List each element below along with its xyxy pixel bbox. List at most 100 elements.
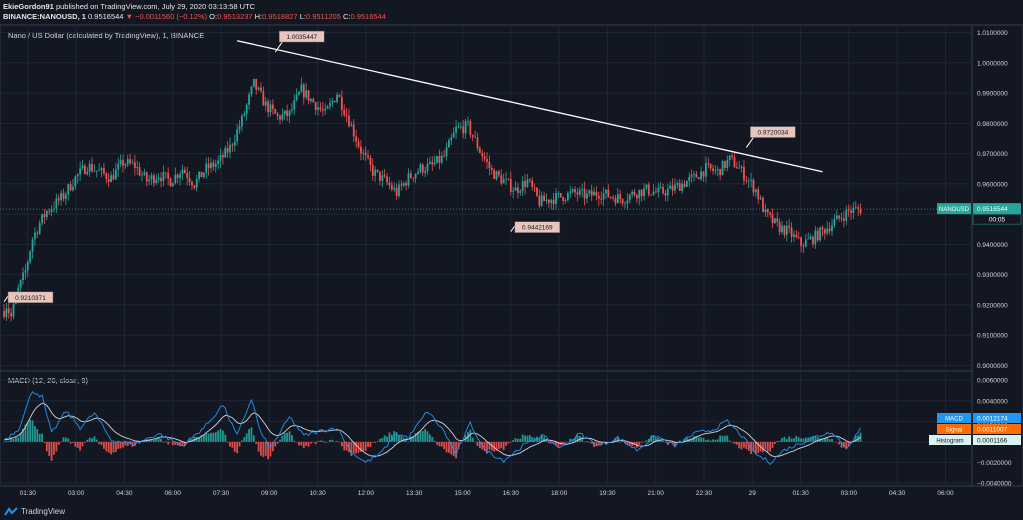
candle-body xyxy=(298,92,300,95)
candle-body xyxy=(138,167,141,176)
histogram-bar xyxy=(543,436,546,442)
histogram-bar xyxy=(376,441,379,442)
candle-body xyxy=(83,165,86,175)
candle-body xyxy=(457,126,460,128)
histogram-bar xyxy=(685,437,688,442)
candle-body xyxy=(7,308,10,314)
candle-body xyxy=(776,218,779,222)
tradingview-footer[interactable]: TradingView xyxy=(4,507,65,516)
candle-body xyxy=(612,197,615,199)
candle-body xyxy=(352,124,355,137)
histogram-bar xyxy=(450,441,453,455)
candle-body xyxy=(374,169,377,176)
high-value: 0.9518827 xyxy=(262,12,298,21)
candle-body xyxy=(476,137,479,149)
symbol-tag-label: NANOUSD xyxy=(939,207,970,213)
histogram-bar xyxy=(652,435,655,442)
histogram-bar xyxy=(431,436,434,442)
candle-body xyxy=(721,161,724,176)
macd-legend-value: 0.0001166 xyxy=(977,438,1008,445)
candle-body xyxy=(100,168,103,171)
histogram-bar xyxy=(478,441,481,449)
histogram-bar xyxy=(60,441,63,443)
candle-body xyxy=(381,175,384,181)
annotation-label: 0.9210371 xyxy=(15,295,46,302)
histogram-bar xyxy=(555,441,557,446)
candle-body xyxy=(552,199,555,205)
candle-body xyxy=(421,164,424,173)
histogram-bar xyxy=(700,437,703,442)
histogram-bar xyxy=(181,441,184,447)
candle-body xyxy=(812,236,814,245)
candle-body xyxy=(119,160,122,165)
candle-body xyxy=(229,144,231,153)
histogram-bar xyxy=(67,438,70,442)
histogram-bar xyxy=(707,439,710,442)
histogram-bar xyxy=(122,441,124,448)
candle-body xyxy=(564,199,567,201)
candle-body xyxy=(395,188,398,196)
histogram-bar xyxy=(566,441,569,443)
histogram-bar xyxy=(383,435,386,442)
candle-body xyxy=(795,234,798,238)
time-tick-label: 16:30 xyxy=(503,490,520,497)
price-change: ▼ −0.0011560 (−0.12%) xyxy=(125,12,208,21)
candle-body xyxy=(376,169,379,172)
histogram-bar xyxy=(550,441,553,444)
histogram-bar xyxy=(823,438,826,442)
histogram-bar xyxy=(697,437,700,442)
candle-body xyxy=(424,171,427,173)
histogram-bar xyxy=(340,441,343,447)
candle-body xyxy=(857,207,860,209)
histogram-bar xyxy=(264,441,267,456)
candle-body xyxy=(324,108,327,111)
histogram-bar xyxy=(709,440,712,442)
candle-body xyxy=(317,107,319,111)
histogram-bar xyxy=(274,441,277,447)
candle-body xyxy=(41,214,43,224)
candle-body xyxy=(369,157,372,165)
author-name[interactable]: EkieGordon91 xyxy=(3,2,54,11)
histogram-bar xyxy=(704,440,707,442)
histogram-bar xyxy=(350,441,353,456)
candle-body xyxy=(176,174,179,179)
candle-body xyxy=(823,229,826,234)
histogram-bar xyxy=(414,433,417,442)
histogram-bar xyxy=(724,435,726,442)
histogram-bar xyxy=(793,438,795,442)
candle-body xyxy=(597,196,600,199)
candle-body xyxy=(676,183,679,185)
candle-body xyxy=(781,225,783,233)
candle-body xyxy=(143,172,146,175)
histogram-bar xyxy=(48,441,51,456)
candle-body xyxy=(735,167,738,169)
histogram-bar xyxy=(773,441,776,445)
histogram-bar xyxy=(343,441,346,451)
candle-body xyxy=(697,177,700,180)
time-tick-label: 19:30 xyxy=(599,490,616,497)
histogram-bar xyxy=(10,437,13,442)
candle-body xyxy=(759,197,762,200)
candle-body xyxy=(426,163,429,172)
candle-body xyxy=(255,78,258,90)
candle-body xyxy=(86,171,89,175)
candle-body xyxy=(281,114,284,120)
candle-body xyxy=(773,218,776,224)
histogram-bar xyxy=(79,441,82,451)
histogram-bar xyxy=(105,441,108,452)
histogram-bar xyxy=(321,440,324,442)
histogram-bar xyxy=(400,435,403,442)
candle-body xyxy=(238,126,241,130)
candle-body xyxy=(367,155,369,158)
candle-body xyxy=(740,166,743,168)
histogram-bar xyxy=(683,439,686,442)
histogram-bar xyxy=(150,439,153,442)
candle-body xyxy=(800,237,802,246)
candle-body xyxy=(152,175,155,183)
candle-body xyxy=(310,99,312,101)
close-label: C: xyxy=(342,12,351,21)
histogram-bar xyxy=(352,441,355,453)
candle-body xyxy=(583,189,586,199)
candle-body xyxy=(543,195,546,202)
